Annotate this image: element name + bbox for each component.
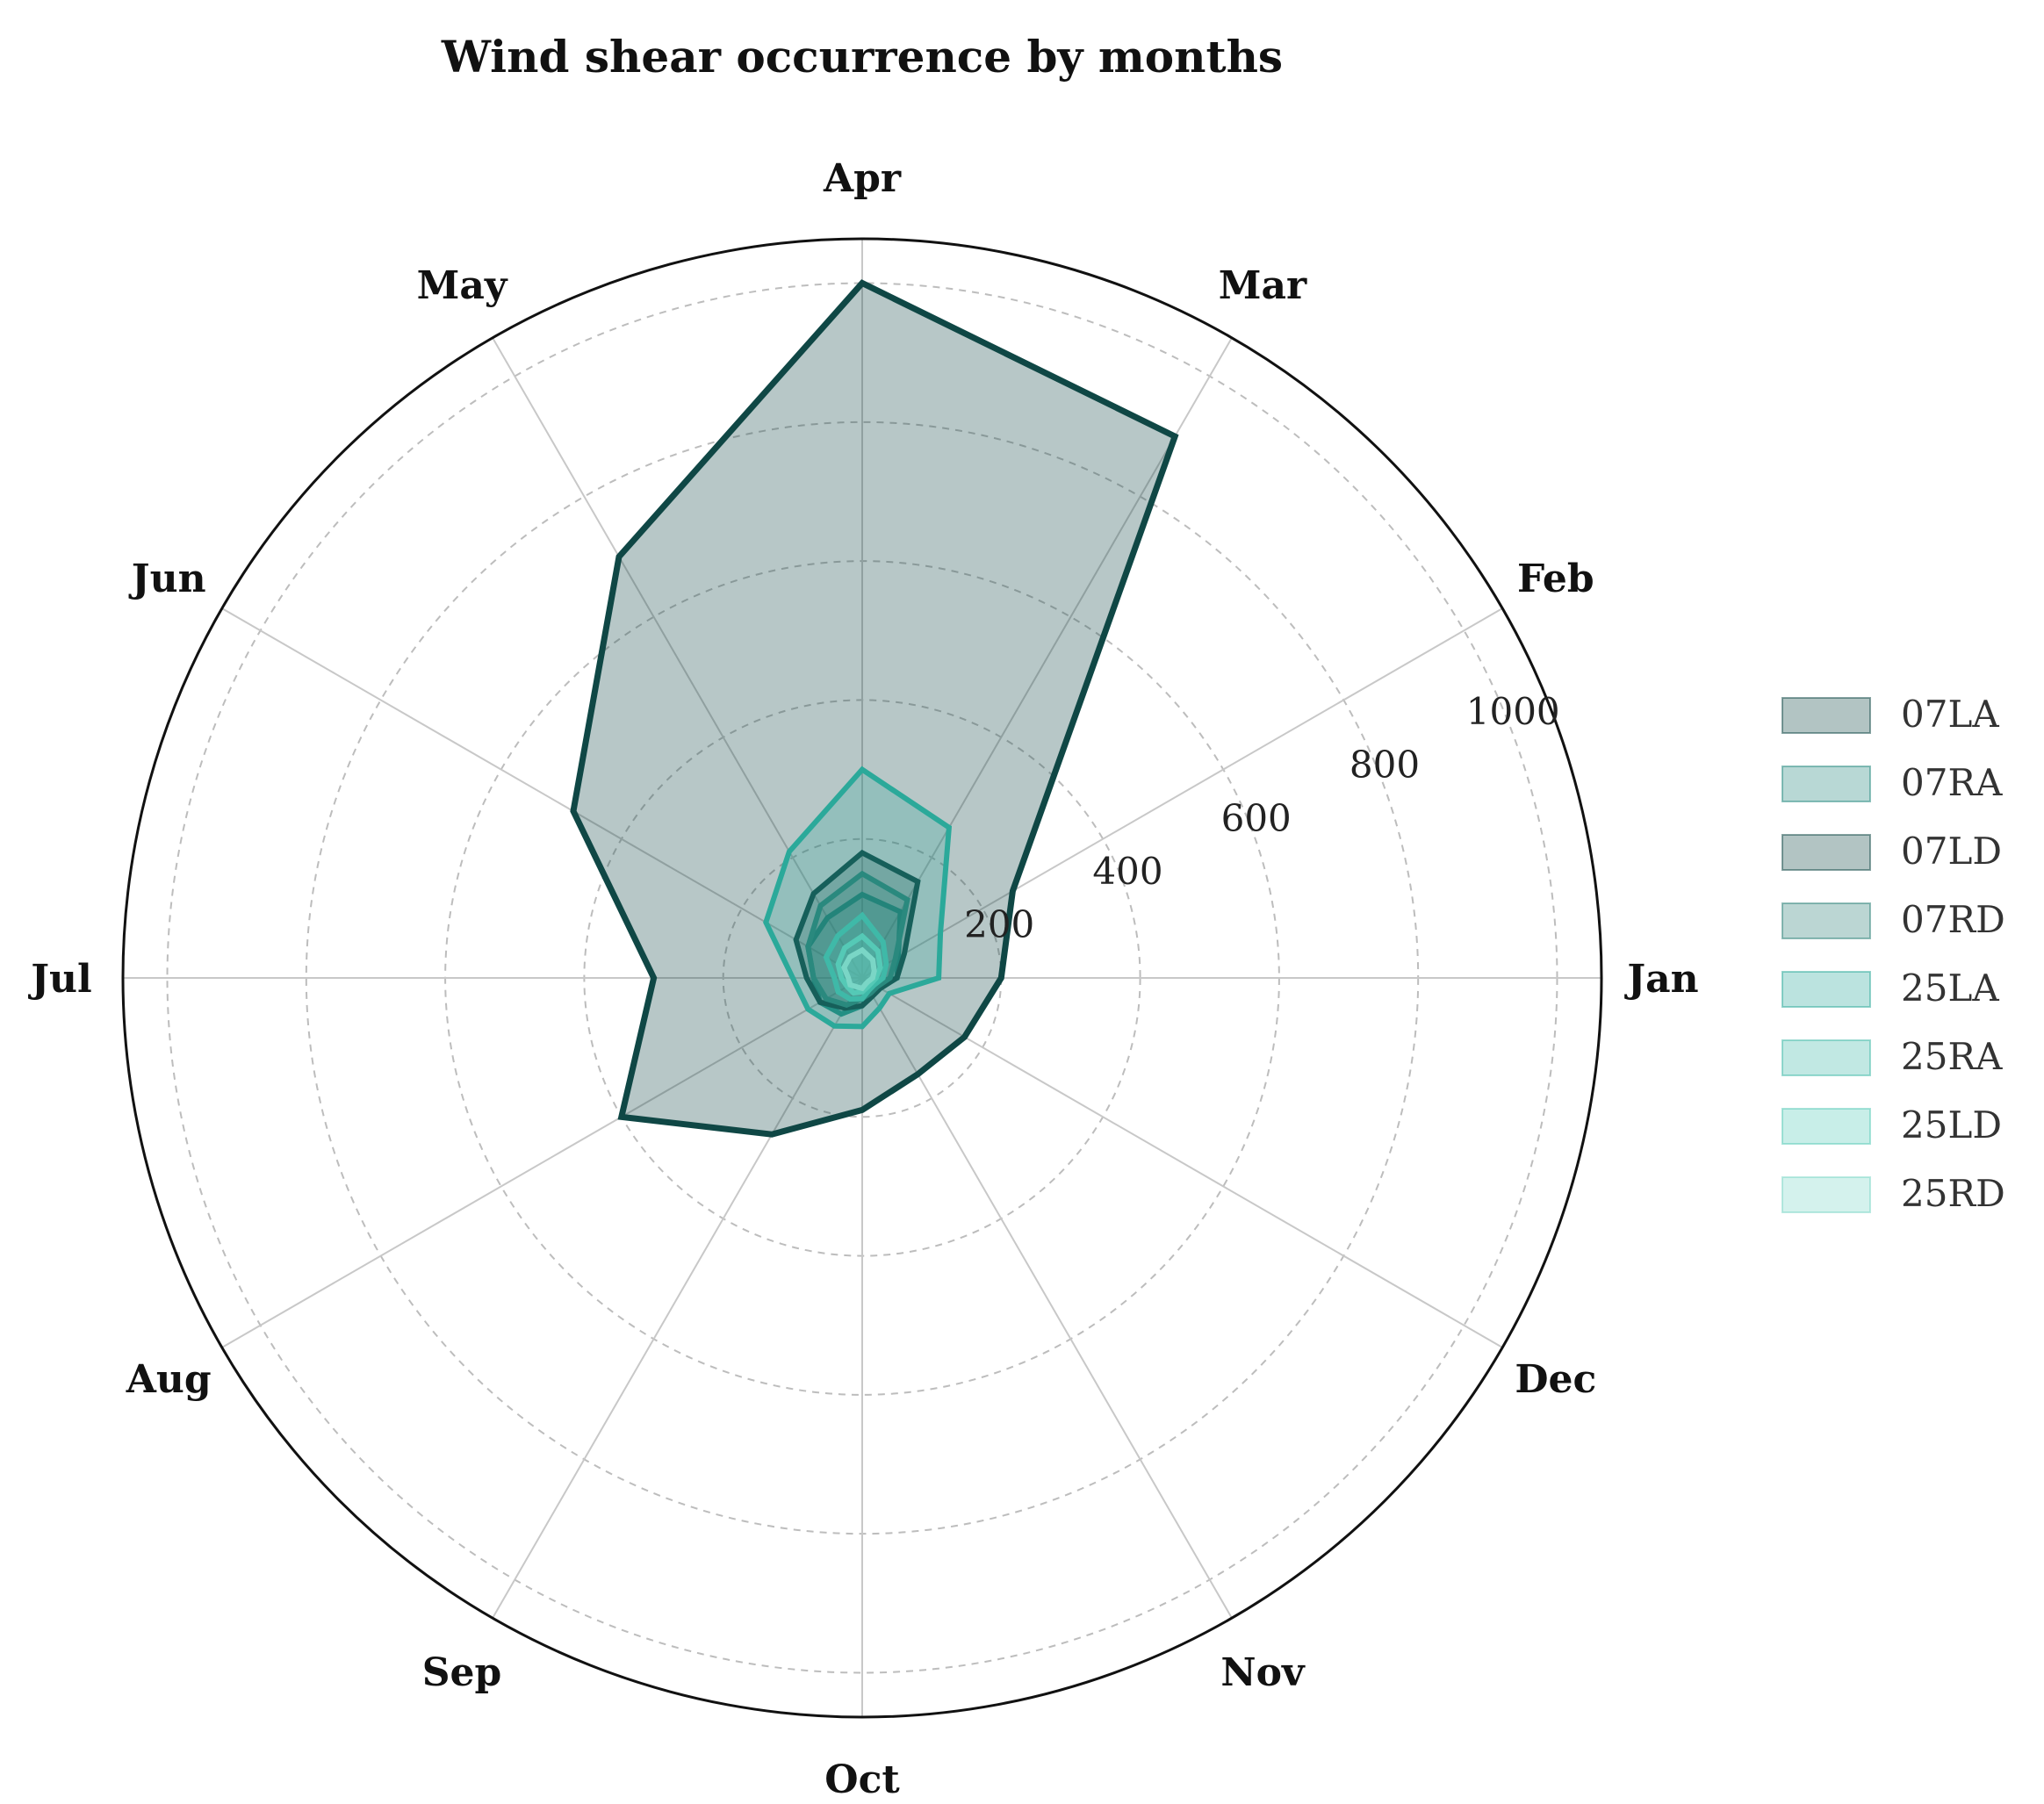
legend-item-25ld[interactable]: 25LD bbox=[1781, 1103, 2002, 1146]
grid-spoke bbox=[861, 977, 1233, 1619]
month-label-apr: Apr bbox=[823, 156, 902, 201]
legend-label: 07RD bbox=[1901, 898, 2005, 941]
month-label-may: May bbox=[417, 263, 508, 308]
legend-swatch bbox=[1781, 902, 1871, 939]
legend-item-25ra[interactable]: 25RA bbox=[1781, 1035, 2003, 1078]
month-label-jan: Jan bbox=[1623, 957, 1698, 1002]
legend-label: 25LA bbox=[1901, 967, 1999, 1010]
polar-frame bbox=[121, 237, 1603, 1719]
month-label-jun: Jun bbox=[128, 557, 206, 601]
series-07la bbox=[570, 279, 1179, 1138]
radar-grid bbox=[121, 237, 1603, 1719]
r-tick-800: 800 bbox=[1349, 744, 1420, 787]
legend-swatch bbox=[1781, 1176, 1871, 1213]
grid-spoke bbox=[221, 607, 863, 979]
r-tick-1000: 1000 bbox=[1466, 690, 1560, 733]
month-label-nov: Nov bbox=[1220, 1650, 1306, 1695]
grid-spoke bbox=[492, 977, 863, 1619]
grid-spoke bbox=[221, 977, 863, 1348]
legend-swatch bbox=[1781, 1108, 1871, 1145]
month-labels: Jan Feb Mar Apr May Jun Jul Aug Sep Oct Nov Dec bbox=[27, 156, 1698, 1802]
legend-item-07ra[interactable]: 07RA bbox=[1781, 761, 2003, 804]
legend-label: 25RD bbox=[1901, 1172, 2005, 1215]
month-label-oct: Oct bbox=[824, 1757, 900, 1802]
legend-item-25la[interactable]: 25LA bbox=[1781, 967, 1999, 1010]
legend-item-07la[interactable]: 07LA bbox=[1781, 693, 1999, 736]
legend-label: 07LD bbox=[1901, 830, 2002, 873]
r-tick-600: 600 bbox=[1221, 796, 1292, 839]
r-tick-400: 400 bbox=[1092, 850, 1162, 893]
month-label-dec: Dec bbox=[1515, 1357, 1596, 1402]
month-label-sep: Sep bbox=[422, 1650, 502, 1695]
month-label-jul: Jul bbox=[27, 957, 92, 1002]
month-label-aug: Aug bbox=[126, 1357, 212, 1402]
legend-item-07ld[interactable]: 07LD bbox=[1781, 830, 2002, 873]
radar-series bbox=[570, 279, 1179, 1138]
month-label-feb: Feb bbox=[1517, 557, 1594, 601]
series-25rd bbox=[841, 946, 877, 992]
radial-tick-labels: 200 400 600 800 1000 bbox=[964, 690, 1560, 945]
series-25la bbox=[763, 765, 953, 1030]
legend-label: 07LA bbox=[1901, 693, 1999, 736]
legend-swatch bbox=[1781, 971, 1871, 1008]
legend-label: 07RA bbox=[1901, 761, 2003, 804]
legend-label: 25LD bbox=[1901, 1103, 2002, 1146]
legend-label: 25RA bbox=[1901, 1035, 2003, 1078]
legend-item-07rd[interactable]: 07RD bbox=[1781, 898, 2005, 941]
legend-swatch bbox=[1781, 697, 1871, 734]
chart-title: Wind shear occurrence by months bbox=[441, 31, 1283, 83]
grid-spoke bbox=[861, 977, 1503, 1348]
month-label-mar: Mar bbox=[1219, 263, 1307, 308]
grid-spoke bbox=[492, 337, 863, 979]
legend-swatch bbox=[1781, 1039, 1871, 1076]
r-tick-200: 200 bbox=[964, 902, 1034, 945]
grid-spoke bbox=[861, 607, 1503, 979]
legend-item-25rd[interactable]: 25RD bbox=[1781, 1172, 2005, 1215]
legend-swatch bbox=[1781, 834, 1871, 871]
legend-swatch bbox=[1781, 765, 1871, 802]
legend[interactable]: 07LA 07RA 07LD 07RD 25LA 25RA 25LD 25RD bbox=[1781, 693, 2005, 1215]
